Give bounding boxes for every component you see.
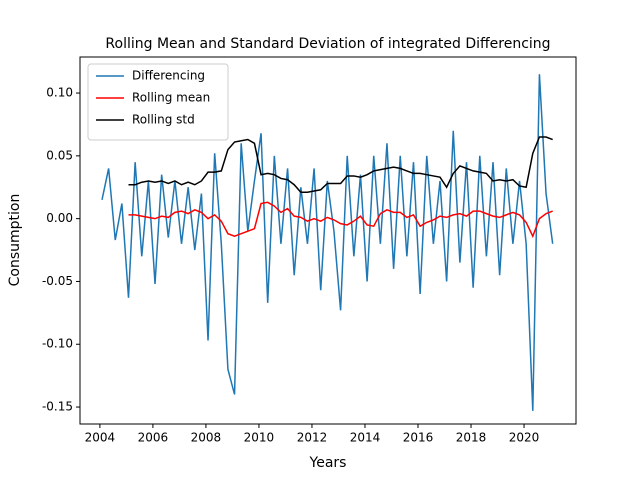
y-tick-label: 0.10 [46,86,73,100]
series-line [128,136,553,194]
x-tick-label: 2018 [456,431,487,445]
x-tick-label: 2008 [191,431,222,445]
legend-label: Rolling std [132,113,195,127]
x-tick-label: 2010 [244,431,275,445]
y-tick-label: -0.05 [42,274,73,288]
chart-title: Rolling Mean and Standard Deviation of i… [105,36,550,52]
x-tick-label: 2012 [297,431,328,445]
y-tick-label: 0.00 [46,211,73,225]
x-tick-label: 2016 [403,431,434,445]
x-tick-label: 2006 [138,431,169,445]
legend-box [87,63,229,141]
y-tick-label: -0.10 [42,337,73,351]
series-line [128,201,553,239]
legend-label: Differencing [132,69,205,83]
y-tick-label: -0.15 [42,400,73,414]
x-tick-label: 2014 [350,431,381,445]
x-tick-label: 2020 [509,431,540,445]
legend-label: Rolling mean [132,91,210,105]
plot-frame [79,56,577,425]
y-tick-label: 0.05 [46,148,73,162]
y-axis-label: Consumption [7,194,23,287]
x-tick-label: 2004 [85,431,116,445]
series-line [101,74,554,411]
x-axis-label: Years [309,455,347,471]
